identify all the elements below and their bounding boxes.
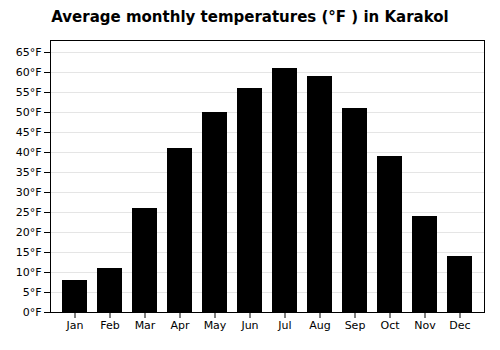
svg-text:Nov: Nov [414,319,436,332]
svg-text:Dec: Dec [449,319,470,332]
svg-text:40°F: 40°F [16,146,42,159]
svg-text:25°F: 25°F [16,206,42,219]
svg-text:30°F: 30°F [16,186,42,199]
svg-text:Apr: Apr [170,319,190,332]
svg-text:50°F: 50°F [16,106,42,119]
svg-text:Sep: Sep [345,319,366,332]
svg-text:Feb: Feb [100,319,119,332]
svg-text:20°F: 20°F [16,226,42,239]
html-text:Average monthly temperatures (: Average monthly temperatures (°F ) in Ka… [51,8,449,26]
svg-text:Jun: Jun [240,319,258,332]
svg-text:60°F: 60°F [16,66,42,79]
svg-text:May: May [204,319,227,332]
svg-text:Oct: Oct [380,319,400,332]
svg-text:45°F: 45°F [16,126,42,139]
svg-text:5°F: 5°F [23,286,42,299]
svg-text:65°F: 65°F [16,46,42,59]
svg-text:55°F: 55°F [16,86,42,99]
svg-text:Jul: Jul [277,319,291,332]
svg-text:Aug: Aug [309,319,330,332]
svg-text:Jan: Jan [66,319,84,332]
svg-text:10°F: 10°F [16,266,42,279]
svg-text:35°F: 35°F [16,166,42,179]
svg-text:15°F: 15°F [16,246,42,259]
svg-text:0°F: 0°F [23,306,42,319]
svg-text:Mar: Mar [135,319,156,332]
